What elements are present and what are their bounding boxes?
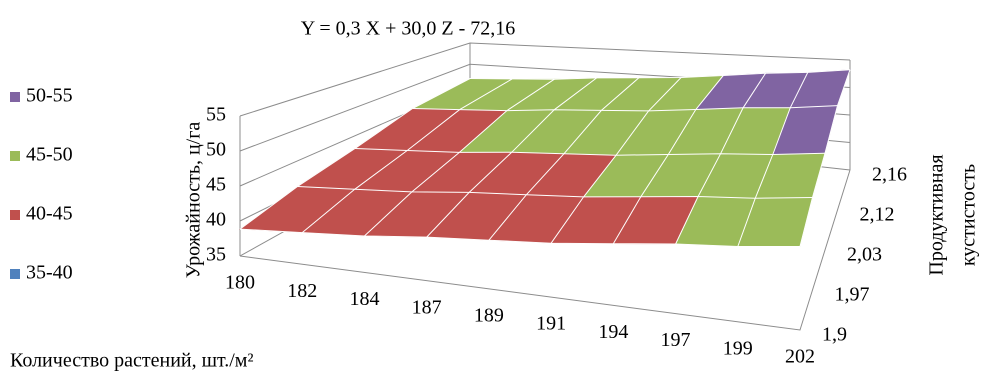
y-tick-label: 55 <box>206 104 226 126</box>
surface-line <box>297 186 813 199</box>
legend-label: 35-40 <box>26 262 73 284</box>
z-axis-title: Продуктивная <box>926 154 948 275</box>
surface-line <box>412 105 838 112</box>
surface-line <box>239 228 800 247</box>
x-tick-label: 182 <box>287 280 317 302</box>
legend-swatch <box>10 151 20 161</box>
surface-line <box>354 148 826 156</box>
z-tick-label: 1,97 <box>835 284 870 306</box>
chart-title: Y = 0,3 X + 30,0 Z - 72,16 <box>301 18 516 40</box>
legend-label: 45-50 <box>26 144 73 166</box>
x-axis-title: Количество растений, шт./м² <box>10 350 253 372</box>
surface-line <box>364 78 555 237</box>
x-tick-label: 187 <box>412 296 442 318</box>
x-tick-label: 202 <box>785 346 815 368</box>
surface-line <box>239 78 471 230</box>
x-tick-label: 184 <box>349 288 379 310</box>
z-tick-label: 2,12 <box>860 204 895 226</box>
surface-line <box>550 77 682 244</box>
x-tick-label: 189 <box>474 304 504 326</box>
z-tick-label: 2,03 <box>847 244 882 266</box>
surface-line <box>301 78 513 233</box>
y-tick-label: 50 <box>206 139 226 161</box>
legend-swatch <box>10 210 20 220</box>
x-tick-label: 194 <box>598 321 628 343</box>
y-tick-label: 35 <box>206 244 226 266</box>
y-tick-label: 40 <box>206 209 226 231</box>
z-axis-title: кустистость <box>958 164 980 266</box>
surface-line <box>469 69 851 80</box>
axis-line <box>239 169 851 331</box>
surface-line <box>488 77 640 241</box>
surface-line <box>737 72 809 247</box>
x-tick-label: 199 <box>723 337 753 359</box>
z-tick-label: 2,16 <box>872 164 907 186</box>
legend-swatch <box>10 269 20 279</box>
legend-label: 40-45 <box>26 203 73 225</box>
legend-swatch <box>10 92 20 102</box>
surface-line <box>799 69 851 247</box>
legend-label: 50-55 <box>26 85 73 107</box>
x-tick-label: 197 <box>661 329 691 351</box>
y-tick-label: 45 <box>206 174 226 196</box>
y-axis-title: Урожайность, ц/га <box>183 122 205 279</box>
x-tick-label: 180 <box>225 272 255 294</box>
surface-line <box>612 75 724 244</box>
x-tick-label: 191 <box>536 313 566 335</box>
surface-line <box>675 72 767 245</box>
z-tick-label: 1,9 <box>822 324 847 346</box>
surface-line <box>426 77 598 238</box>
